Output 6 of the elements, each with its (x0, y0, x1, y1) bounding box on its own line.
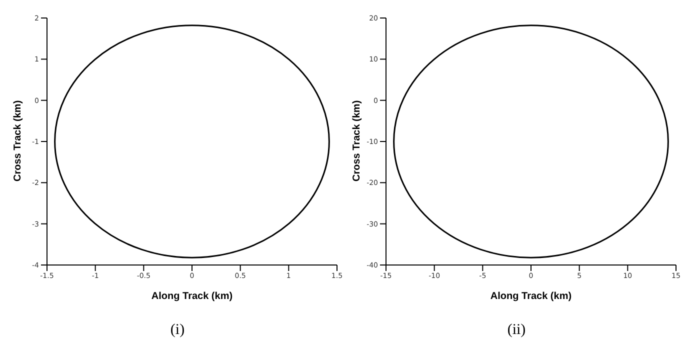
text: (ii) (507, 322, 526, 338)
y-axis-title: Cross Track (km) (12, 100, 24, 182)
text: (i) (170, 322, 185, 338)
x-axis-title: Along Track (km) (151, 291, 233, 302)
y-axis-title: Cross Track (km) (352, 100, 363, 182)
x-axis-title: Along Track (km) (490, 291, 572, 302)
